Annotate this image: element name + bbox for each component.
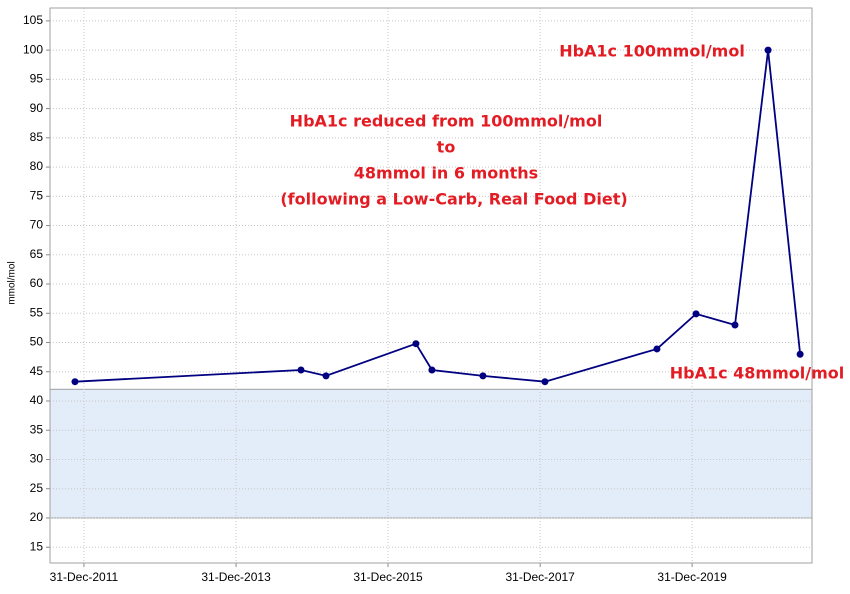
y-tick-label: 85 (30, 130, 44, 144)
y-tick-label: 20 (30, 510, 44, 524)
y-tick-label: 50 (30, 335, 44, 349)
y-tick-label: 15 (30, 539, 44, 553)
data-point (322, 372, 330, 380)
x-tick-label: 31-Dec-2013 (201, 570, 271, 584)
series-line (74, 49, 802, 383)
y-tick-label: 60 (30, 276, 44, 290)
y-tick-label: 35 (30, 422, 44, 436)
y-tick-label: 25 (30, 481, 44, 495)
annotation: 48mmol in 6 months (354, 164, 538, 183)
data-point (297, 366, 305, 374)
y-tick-label: 105 (23, 13, 43, 27)
data-point (428, 366, 436, 374)
y-tick-label: 55 (30, 305, 44, 319)
annotation: HbA1c 100mmol/mol (559, 42, 745, 61)
data-point (412, 340, 420, 348)
annotation: HbA1c 48mmol/mol (670, 364, 845, 383)
y-tick-label: 40 (30, 393, 44, 407)
y-tick-label: 100 (23, 42, 43, 56)
y-tick-label: 80 (30, 159, 44, 173)
x-tick-label: 31-Dec-2011 (50, 570, 119, 584)
data-point (479, 372, 487, 380)
data-point (796, 350, 804, 358)
annotation: HbA1c reduced from 100mmol/mol (290, 112, 603, 131)
x-tick-label: 31-Dec-2019 (657, 570, 727, 584)
y-tick-label: 65 (30, 247, 44, 261)
annotation: (following a Low-Carb, Real Food Diet) (280, 190, 627, 209)
data-point (764, 46, 772, 54)
y-tick-label: 75 (30, 188, 44, 202)
y-tick-label: 70 (30, 218, 44, 232)
data-point (541, 378, 549, 386)
annotation: to (437, 138, 456, 157)
data-point (692, 310, 700, 318)
y-tick-label: 30 (30, 452, 44, 466)
x-tick-label: 31-Dec-2017 (505, 570, 575, 584)
y-tick-label: 45 (30, 364, 44, 378)
plot-frame (49, 7, 813, 564)
data-point (653, 345, 661, 353)
y-axis-label: mmol/mol (7, 261, 18, 304)
data-point (731, 321, 739, 329)
x-tick-label: 31-Dec-2015 (353, 570, 423, 584)
data-point (71, 378, 79, 386)
y-tick-label: 95 (30, 72, 44, 86)
y-tick-label: 90 (30, 101, 44, 115)
target-band (49, 388, 813, 519)
